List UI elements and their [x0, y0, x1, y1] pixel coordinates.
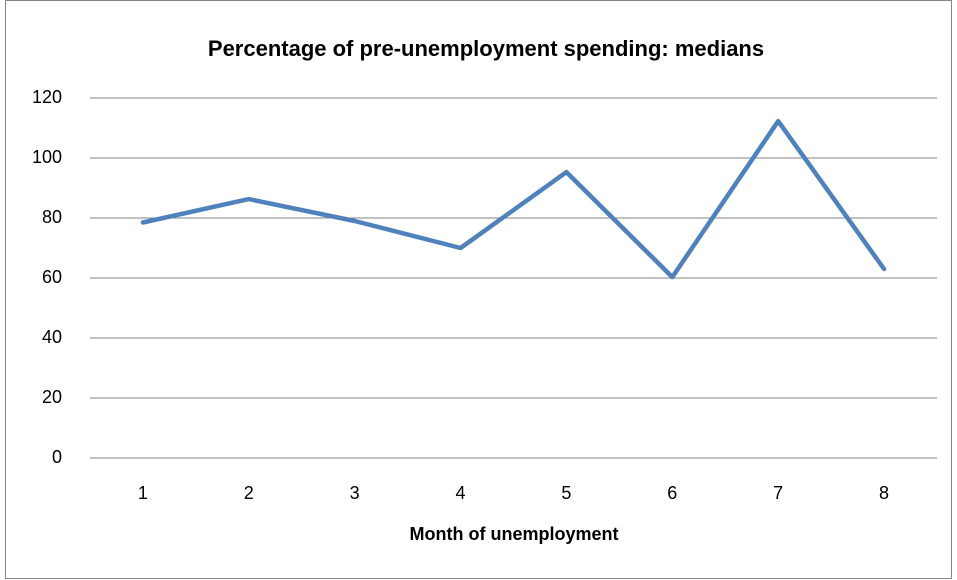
y-tick-label: 40: [42, 327, 62, 347]
x-axis-label: Month of unemployment: [410, 524, 619, 544]
y-tick-label: 60: [42, 267, 62, 287]
y-tick-label: 80: [42, 207, 62, 227]
chart-frame: [5, 0, 952, 579]
y-tick-label: 120: [32, 87, 62, 107]
chart-title: Percentage of pre-unemployment spending:…: [208, 36, 764, 61]
data-line: [140, 118, 887, 280]
y-tick-label: 100: [32, 147, 62, 167]
x-tick-label: 2: [244, 483, 254, 503]
x-tick-label: 4: [456, 483, 466, 503]
x-tick-label: 7: [773, 483, 783, 503]
x-tick-label: 6: [667, 483, 677, 503]
x-tick-label: 3: [350, 483, 360, 503]
x-tick-label: 5: [561, 483, 571, 503]
x-tick-label: 1: [138, 483, 148, 503]
y-tick-label: 20: [42, 387, 62, 407]
y-tick-label: 0: [52, 447, 62, 467]
x-tick-label: 8: [879, 483, 889, 503]
